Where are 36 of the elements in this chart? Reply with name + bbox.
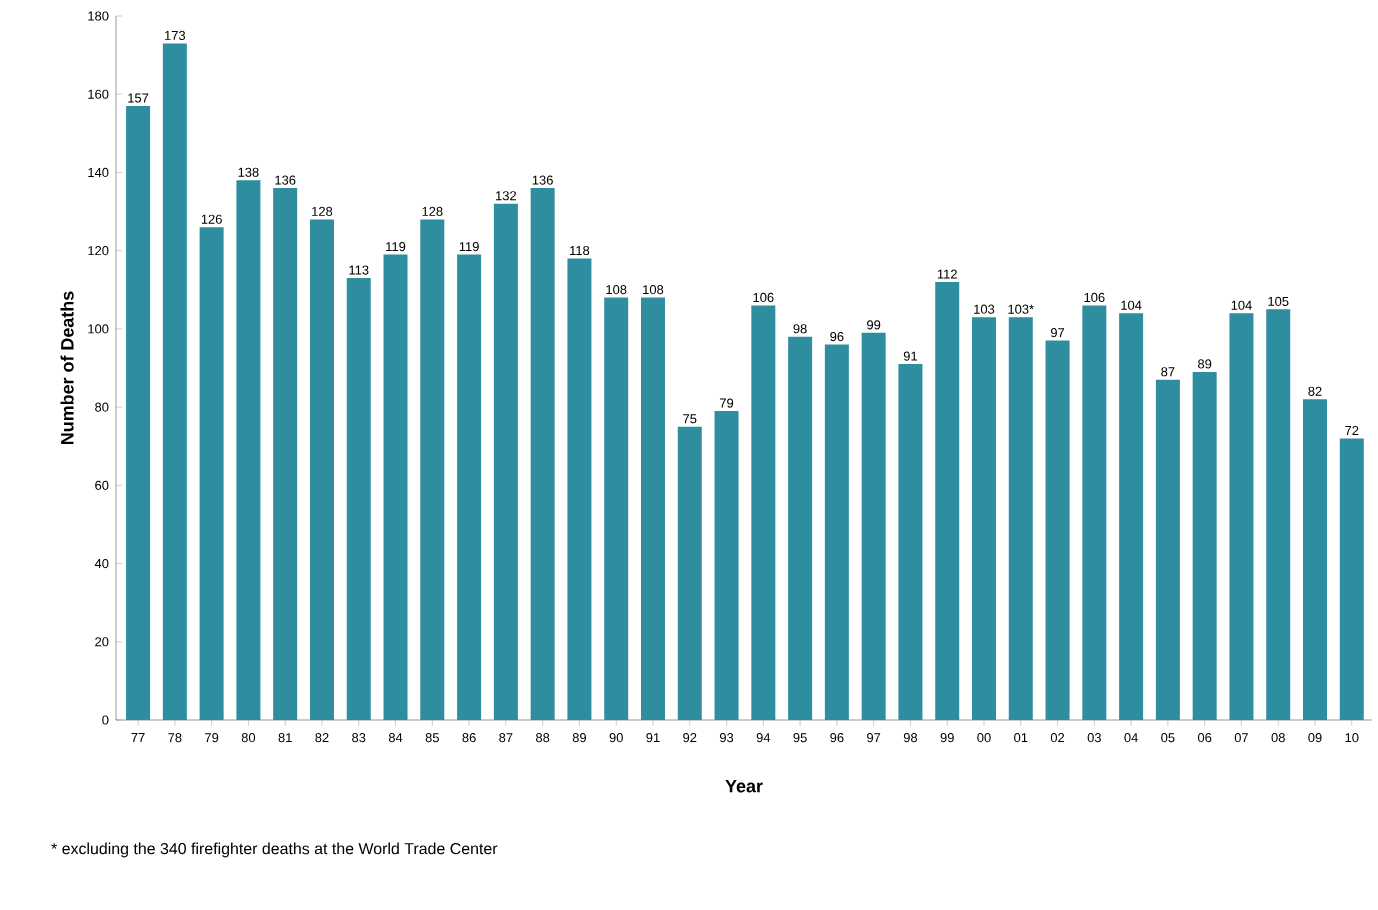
bar	[714, 411, 739, 720]
bar	[788, 336, 813, 720]
bar	[898, 364, 923, 720]
bar	[677, 426, 702, 720]
bar	[199, 227, 224, 720]
bar	[1339, 438, 1364, 720]
bar	[861, 332, 886, 720]
bar	[126, 105, 151, 720]
bar	[567, 258, 592, 720]
bar	[1229, 313, 1254, 720]
bar	[640, 297, 665, 720]
bar	[604, 297, 629, 720]
bar	[457, 254, 482, 720]
bar	[1266, 309, 1291, 720]
x-axis-title: Year	[725, 779, 763, 793]
bar	[971, 317, 996, 720]
bar	[1155, 379, 1180, 720]
bar	[751, 305, 776, 720]
bar	[1119, 313, 1144, 720]
bar	[236, 180, 261, 720]
bar	[1192, 371, 1217, 720]
bar	[1303, 399, 1328, 720]
bar	[935, 281, 960, 720]
bar	[273, 188, 298, 720]
bar	[346, 278, 371, 720]
bar	[383, 254, 408, 720]
bar	[420, 219, 445, 720]
bar	[1008, 317, 1033, 720]
bar	[162, 43, 187, 720]
bar	[309, 219, 334, 720]
bar	[1082, 305, 1107, 720]
bar	[493, 203, 518, 720]
bar	[1045, 340, 1070, 720]
y-axis-title: Number of Deaths	[60, 291, 74, 445]
bar	[530, 188, 555, 720]
bar	[824, 344, 849, 720]
